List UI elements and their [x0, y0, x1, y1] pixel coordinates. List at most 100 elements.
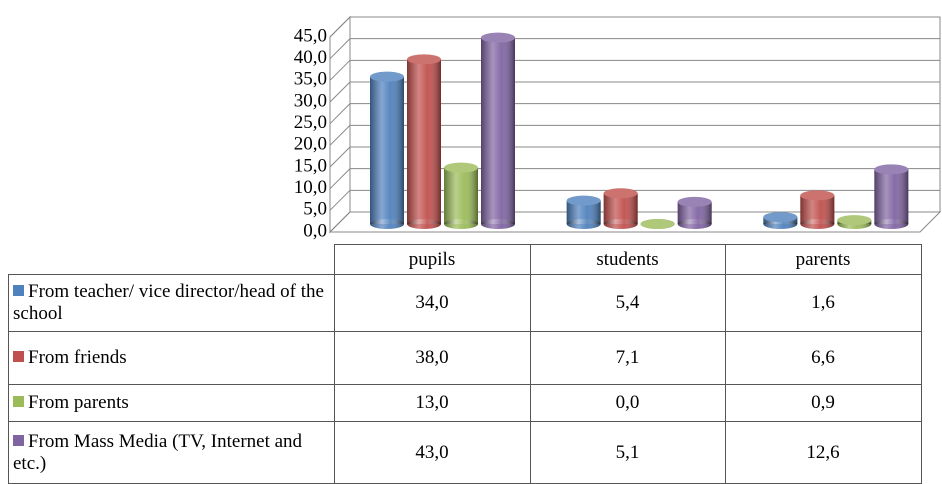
legend-cell: From friends — [8, 331, 335, 385]
bar-cap-light — [407, 54, 441, 65]
category-label: students — [529, 244, 726, 275]
value-label: 13,0 — [333, 384, 531, 422]
grid-line — [329, 81, 940, 103]
bar-group — [370, 71, 404, 229]
value-label: 38,0 — [333, 331, 531, 385]
header-row: pupils students parents — [8, 244, 922, 275]
legend-swatch — [13, 285, 24, 296]
bar-cap — [677, 196, 712, 207]
grid-line — [329, 189, 940, 211]
bar-group — [837, 215, 872, 229]
bar-cap — [837, 215, 872, 226]
legend-label: From Mass Media (TV, Internet and etc.) — [13, 430, 303, 474]
bar-cap — [874, 164, 909, 175]
legend-swatch — [13, 434, 24, 446]
value-label: 1,6 — [724, 274, 922, 332]
bar-cap-light — [444, 162, 478, 173]
bar-cap — [800, 190, 835, 201]
value-label: 5,1 — [529, 421, 726, 484]
y-tick-label: 20,0 — [294, 134, 327, 155]
bar-cap-light — [677, 196, 712, 207]
blank-cell — [8, 244, 335, 275]
bar-shade — [566, 200, 601, 224]
y-tick-label: 25,0 — [294, 112, 327, 133]
y-tick-label: 10,0 — [294, 177, 327, 198]
chart: 0,05,010,015,020,025,030,035,040,045,0 — [294, 15, 942, 241]
series-row: From parents 13,0 0,0 0,9 — [8, 384, 922, 422]
y-tick-label: 45,0 — [294, 25, 327, 46]
bar-cap — [370, 71, 404, 82]
y-tick-label: 35,0 — [294, 69, 327, 90]
data-table: pupils students parents From teacher/ vice … — [8, 244, 922, 484]
bar-cap-light — [763, 212, 798, 223]
value-label: 7,1 — [529, 331, 726, 385]
legend-label: From friends — [28, 347, 127, 368]
grid-line — [329, 124, 940, 146]
bar-group — [677, 196, 712, 229]
category-label: parents — [724, 244, 922, 275]
legend-cell: From parents — [8, 384, 335, 422]
bar-cap-light — [874, 164, 909, 175]
bar-group — [407, 54, 441, 229]
bar-group — [874, 164, 909, 229]
grid-line — [329, 103, 940, 125]
bar-cap-light — [837, 215, 872, 226]
bar-shade — [370, 76, 404, 225]
legend-swatch — [13, 351, 24, 362]
series-row: From Mass Media (TV, Internet and etc.) 4… — [8, 421, 922, 484]
bar-group — [800, 190, 835, 229]
y-tick-label: 15,0 — [294, 155, 327, 176]
y-tick-label: 0,0 — [303, 220, 327, 241]
series-row: From teacher/ vice director/head of the … — [8, 274, 922, 332]
legend-label: From parents — [28, 392, 129, 413]
bar-cap-light — [640, 219, 675, 229]
bar-cap — [763, 212, 798, 223]
y-tick-label: 30,0 — [294, 90, 327, 111]
value-label: 34,0 — [333, 274, 531, 332]
legend-cell: From teacher/ vice director/head of the … — [8, 274, 335, 332]
bar-group — [603, 188, 638, 229]
value-label: 0,0 — [529, 384, 726, 422]
bar-group — [481, 32, 515, 229]
bar-shade — [677, 201, 712, 224]
bar-shade — [603, 193, 638, 224]
bar-group — [566, 195, 601, 229]
bar-cap — [407, 54, 441, 65]
grid-line — [329, 59, 940, 81]
bar-shade — [874, 169, 909, 224]
grid-line — [329, 16, 940, 38]
value-label: 5,4 — [529, 274, 726, 332]
bar-cap — [603, 188, 638, 199]
value-label: 6,6 — [724, 331, 922, 385]
value-label: 43,0 — [333, 421, 531, 484]
legend-cell: From Mass Media (TV, Internet and etc.) — [8, 421, 335, 484]
legend-swatch — [13, 396, 24, 407]
bar-group — [763, 212, 798, 229]
category-label: pupils — [333, 244, 531, 275]
bar-cap — [444, 162, 478, 173]
bar-group — [444, 162, 478, 229]
grid-line — [329, 211, 940, 233]
bar-cap-light — [370, 71, 404, 82]
bar-shade — [444, 167, 478, 224]
bar-cap-light — [603, 188, 638, 199]
value-label: 12,6 — [724, 421, 922, 484]
bar-shade — [407, 59, 441, 225]
bar-cap-light — [800, 190, 835, 201]
value-label: 0,9 — [724, 384, 922, 422]
legend-label: From teacher/ vice director/head of the … — [13, 281, 324, 324]
bar-shade — [481, 37, 515, 224]
y-tick-label: 40,0 — [294, 47, 327, 68]
y-tick-label: 5,0 — [303, 199, 327, 220]
grid-line — [329, 146, 940, 168]
grid-line — [329, 38, 940, 60]
series-row: From friends 38,0 7,1 6,6 — [8, 331, 922, 385]
bar-group — [640, 219, 675, 229]
bar-cap-light — [481, 32, 515, 43]
grid-line — [329, 168, 940, 190]
bar-cap — [566, 195, 601, 206]
bar-cap-light — [566, 195, 601, 206]
bar-cap — [481, 32, 515, 43]
bar-cap — [640, 219, 675, 229]
